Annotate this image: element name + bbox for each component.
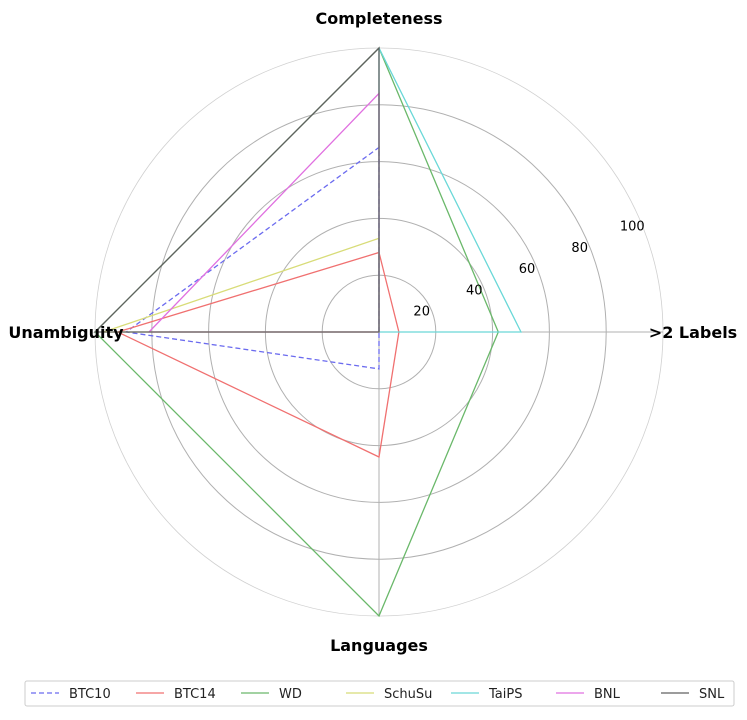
- legend-label-schusu: SchuSu: [384, 687, 432, 702]
- axis-label-languages: Languages: [330, 636, 428, 655]
- series-schusu: [103, 237, 380, 333]
- legend-label-snl: SNL: [699, 687, 725, 702]
- legend: BTC10 BTC14 WD SchuSu TaiPS BNL SNL: [24, 680, 735, 707]
- tick-label-60: 60: [519, 262, 536, 277]
- series-taips: [378, 47, 523, 333]
- tick-label-80: 80: [571, 241, 588, 256]
- series-btc14: [115, 251, 400, 458]
- legend-frame: [24, 680, 735, 707]
- radar-series: [93, 46, 523, 618]
- tick-label-100: 100: [620, 220, 645, 235]
- series-bnl: [147, 91, 380, 333]
- legend-label-btc10: BTC10: [69, 687, 111, 702]
- axis-label-completeness: Completeness: [316, 9, 443, 28]
- legend-label-taips: TaiPS: [488, 687, 522, 702]
- axis-label-more-than-2-labels: >2 Labels: [649, 323, 737, 342]
- tick-label-40: 40: [466, 283, 483, 298]
- series-snl: [93, 46, 380, 333]
- tick-label-20: 20: [413, 305, 430, 320]
- legend-label-wd: WD: [279, 687, 302, 702]
- radial-ticks: 20 40 60 80 100: [413, 220, 644, 320]
- legend-label-btc14: BTC14: [174, 687, 216, 702]
- radar-labels: Completeness >2 Labels Unambiguity Langu…: [8, 9, 737, 655]
- axis-label-unambiguity: Unambiguity: [8, 323, 124, 342]
- legend-label-bnl: BNL: [594, 687, 621, 702]
